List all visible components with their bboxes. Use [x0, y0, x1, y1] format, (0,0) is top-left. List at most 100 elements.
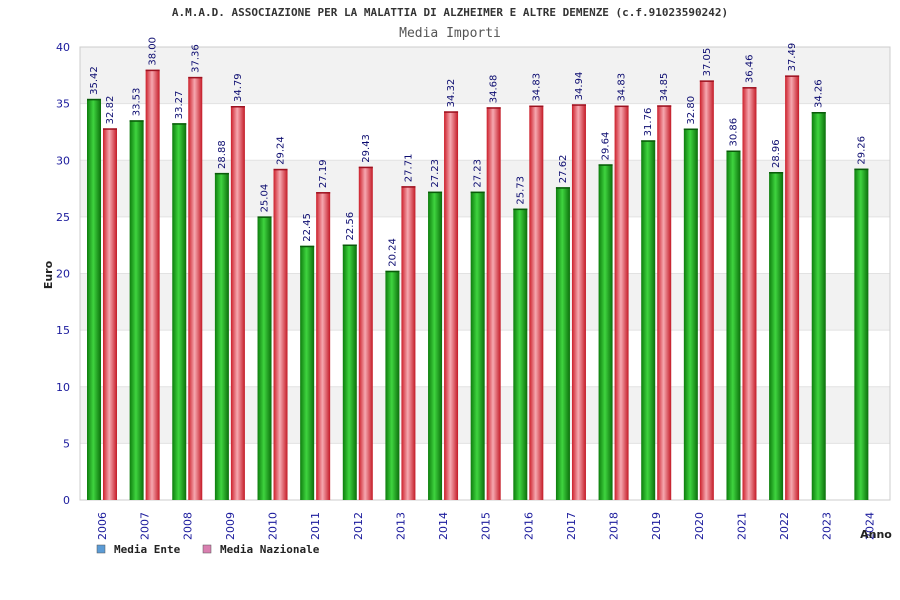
bar-top-edge — [598, 164, 613, 166]
y-tick-label: 0 — [63, 494, 70, 507]
x-tick-label: 2011 — [309, 512, 322, 540]
data-label: 34.68 — [489, 75, 500, 104]
data-label: 34.26 — [814, 79, 825, 108]
bar-top-edge — [145, 69, 160, 72]
data-label: 34.94 — [574, 72, 585, 101]
bar-media-ente — [385, 270, 400, 500]
data-label: 22.45 — [302, 213, 313, 242]
bar-top-edge — [699, 80, 714, 82]
bar-media-nazionale — [188, 76, 203, 500]
bar-top-edge — [385, 270, 400, 273]
bars — [87, 69, 869, 501]
bar-media-nazionale — [486, 107, 501, 501]
bar-media-ente — [129, 120, 144, 500]
bar-media-ente — [641, 140, 656, 500]
y-tick-label: 30 — [56, 154, 70, 167]
bar-top-edge — [103, 128, 117, 130]
data-label: 32.80 — [686, 96, 697, 125]
data-label: 20.24 — [387, 238, 398, 267]
bar-top-edge — [641, 140, 656, 142]
data-label: 25.04 — [260, 184, 271, 213]
x-tick-label: 2006 — [96, 512, 109, 540]
y-tick-label: 5 — [63, 437, 70, 450]
data-label: 34.83 — [531, 73, 542, 102]
y-tick-label: 35 — [56, 98, 70, 111]
bar-media-nazionale — [571, 104, 586, 500]
data-label: 37.36 — [190, 44, 201, 73]
bar-media-ente — [513, 208, 528, 500]
y-tick-label: 20 — [56, 268, 70, 281]
bar-top-edge — [188, 76, 203, 79]
bar-top-edge — [342, 244, 357, 247]
data-label: 34.32 — [446, 79, 457, 108]
x-tick-label: 2020 — [693, 512, 706, 540]
data-label: 30.86 — [728, 118, 739, 147]
data-label: 34.79 — [233, 73, 244, 102]
x-tick-label: 2017 — [565, 512, 578, 540]
data-label: 35.42 — [89, 66, 100, 95]
data-label: 36.46 — [744, 54, 755, 83]
data-label: 29.26 — [856, 136, 867, 165]
bar-top-edge — [726, 150, 741, 153]
bar-top-edge — [470, 191, 485, 194]
bar-top-edge — [230, 106, 245, 108]
y-axis-label: Euro — [42, 260, 55, 289]
bar-top-edge — [683, 128, 698, 131]
bar-media-nazionale — [103, 128, 117, 500]
y-tick-label: 10 — [56, 381, 70, 394]
bar-media-nazionale — [742, 87, 757, 500]
data-labels: 35.42 32.82 33.53 38.00 33.27 37.36 28.88 34.79… — [89, 37, 867, 267]
legend: Media Ente Media Nazionale — [96, 543, 320, 556]
x-tick-label: 2013 — [394, 512, 407, 540]
y-tick-label: 15 — [56, 324, 70, 337]
bar-top-edge — [428, 191, 443, 194]
bar-media-nazionale — [316, 192, 331, 501]
bar-media-nazionale — [401, 186, 416, 500]
plot-frame — [79, 46, 891, 501]
bar-media-nazionale — [273, 168, 288, 500]
x-tick-label: 2010 — [267, 512, 280, 540]
bar-top-edge — [742, 87, 757, 89]
x-tick-label: 2018 — [608, 512, 621, 540]
chart-title: A.M.A.D. ASSOCIAZIONE PER LA MALATTIA DI… — [172, 6, 728, 19]
x-tick-label: 2008 — [181, 512, 194, 540]
x-tick-label: 2022 — [778, 512, 791, 540]
bar-top-edge — [316, 192, 331, 194]
data-label: 27.23 — [430, 159, 441, 188]
bar-top-edge — [214, 172, 229, 175]
bar-top-edge — [87, 98, 101, 101]
y-tick-label: 40 — [56, 41, 70, 54]
bar-top-edge — [444, 111, 459, 113]
bar-top-edge — [172, 123, 187, 125]
data-label: 31.76 — [643, 108, 654, 137]
bar-top-edge — [657, 105, 672, 107]
x-axis-ticks: 2006 2007 2008 2009 2010 2011 2012 2013 2014 2015… — [96, 512, 876, 540]
bar-media-nazionale — [785, 75, 800, 500]
data-label: 32.82 — [105, 96, 116, 125]
bar-top-edge — [358, 166, 373, 169]
bar-media-nazionale — [699, 80, 714, 500]
bar-media-ente — [257, 216, 272, 500]
bar-top-edge — [785, 75, 800, 77]
x-tick-label: 2015 — [480, 512, 493, 540]
bar-top-edge — [529, 105, 544, 108]
bar-media-nazionale — [444, 111, 459, 501]
bar-top-edge — [854, 168, 869, 171]
data-label: 38.00 — [148, 37, 159, 66]
bar-top-edge — [300, 245, 315, 248]
bar-media-ente — [598, 164, 613, 500]
x-tick-label: 2016 — [522, 512, 535, 540]
data-label: 34.85 — [659, 73, 670, 102]
legend-swatch-media-ente — [96, 544, 106, 554]
data-label: 27.62 — [558, 155, 569, 184]
data-label: 22.56 — [345, 212, 356, 241]
chart-subtitle: Media Importi — [399, 26, 501, 41]
bar-media-ente — [300, 245, 315, 500]
bar-media-nazionale — [358, 166, 373, 500]
bar-top-edge — [769, 172, 784, 174]
x-tick-label: 2012 — [352, 512, 365, 540]
x-tick-label: 2009 — [224, 512, 237, 540]
legend-label-media-nazionale: Media Nazionale — [220, 543, 320, 556]
bar-media-nazionale — [657, 105, 672, 500]
